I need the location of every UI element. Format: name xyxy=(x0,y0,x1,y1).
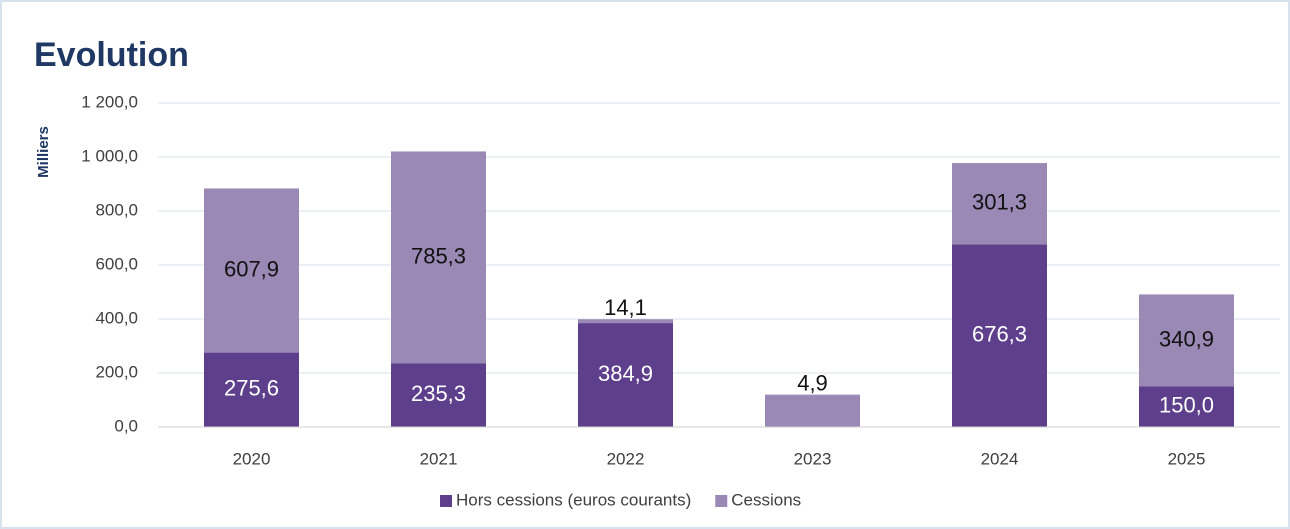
bar-segment xyxy=(391,363,486,427)
legend-swatch xyxy=(440,495,452,507)
legend-label: Cessions xyxy=(731,490,801,509)
bar-segment xyxy=(578,323,673,427)
data-label: 150,0 xyxy=(1159,393,1214,418)
x-tick-label: 2025 xyxy=(1168,449,1206,468)
data-label: 676,3 xyxy=(972,322,1027,347)
chart-title: Evolution xyxy=(34,36,189,74)
x-tick-label: 2021 xyxy=(420,449,458,468)
y-tick-label: 800,0 xyxy=(95,200,138,219)
y-tick-label: 1 000,0 xyxy=(81,146,138,165)
bar-segment xyxy=(204,352,299,427)
bar-segment xyxy=(578,319,673,324)
y-tick-label: 600,0 xyxy=(95,254,138,273)
x-tick-label: 2024 xyxy=(981,449,1019,468)
bar-segment xyxy=(952,244,1047,427)
y-tick-label: 200,0 xyxy=(95,362,138,381)
y-tick-label: 0,0 xyxy=(114,416,138,435)
data-label: 607,9 xyxy=(224,256,279,281)
data-label: 14,1 xyxy=(604,295,647,320)
bar-segment xyxy=(391,151,486,364)
bar-segment xyxy=(952,163,1047,245)
data-label: 384,9 xyxy=(598,361,653,386)
bar-segment xyxy=(1139,294,1234,387)
data-label: 301,3 xyxy=(972,190,1027,215)
data-label: 275,6 xyxy=(224,376,279,401)
bar-segment xyxy=(204,188,299,353)
legend-swatch xyxy=(715,495,728,507)
legend-label: Hors cessions (euros courants) xyxy=(456,490,691,509)
bar-segment xyxy=(1139,386,1234,427)
y-axis-label: Milliers xyxy=(35,126,52,178)
bar-segment xyxy=(765,395,860,427)
data-label: 340,9 xyxy=(1159,326,1214,351)
data-label: 235,3 xyxy=(411,381,466,406)
data-label: 785,3 xyxy=(411,243,466,268)
y-tick-label: 1 200,0 xyxy=(81,92,138,111)
x-tick-label: 2022 xyxy=(607,449,645,468)
y-tick-label: 400,0 xyxy=(95,308,138,327)
x-tick-label: 2020 xyxy=(233,449,271,468)
x-tick-label: 2023 xyxy=(794,449,832,468)
data-label: 4,9 xyxy=(797,370,828,395)
bar-segment xyxy=(765,394,860,396)
